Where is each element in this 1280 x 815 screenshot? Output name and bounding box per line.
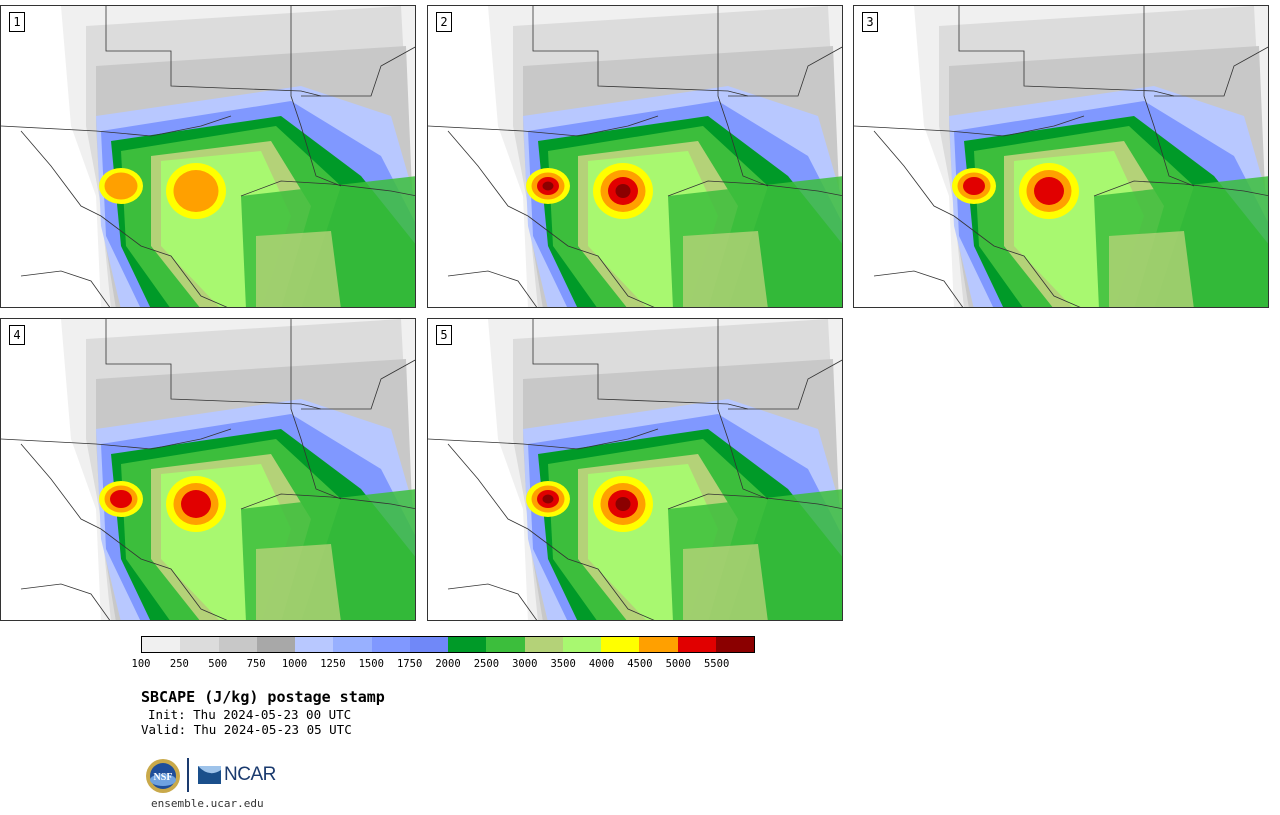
site-url: ensemble.ucar.edu	[151, 797, 264, 810]
valid-time: Valid: Thu 2024-05-23 05 UTC	[141, 722, 352, 737]
colorbar-tick-label: 5000	[665, 658, 691, 670]
colorbar-swatch	[715, 637, 754, 652]
postage-stamp-panel-2: 2	[427, 5, 843, 308]
panel-number: 2	[436, 12, 452, 32]
cape-map	[428, 6, 842, 307]
colorbar-tick-label: 250	[169, 658, 189, 670]
colorbar-swatch	[524, 637, 563, 652]
colorbar-tick-label: 2500	[473, 658, 500, 670]
nsf-logo-icon: NSF	[146, 759, 180, 793]
product-title: SBCAPE (J/kg) postage stamp	[141, 688, 385, 706]
postage-stamp-panel-5: 5	[427, 318, 843, 621]
panel-number: 5	[436, 325, 452, 345]
init-time: Init: Thu 2024-05-23 00 UTC	[148, 707, 352, 722]
colorbar-swatch	[448, 637, 487, 652]
colorbar-tick-label: 1500	[358, 658, 384, 670]
postage-stamp-panel-4: 4	[0, 318, 416, 621]
colorbar-tick-label: 4500	[627, 658, 653, 670]
ncar-logo-icon	[198, 766, 221, 784]
colorbar-tick-label: 4000	[588, 658, 615, 670]
postage-stamp-panel-3: 3	[853, 5, 1269, 308]
colorbar-swatch	[677, 637, 716, 652]
cape-map	[854, 6, 1268, 307]
cape-map	[428, 319, 842, 620]
svg-text:NSF: NSF	[154, 772, 173, 783]
logo-divider	[187, 758, 189, 792]
colorbar-labels: 100 250 500 750 1000 1250 1500 1750 2000 2500 3000…	[132, 658, 755, 672]
postage-stamp-panel-1: 1	[0, 5, 416, 308]
colorbar-swatch	[218, 637, 257, 652]
colorbar-swatch	[601, 637, 640, 652]
colorbar-swatch	[486, 637, 525, 652]
colorbar-swatch	[180, 637, 219, 652]
colorbar-tick-label: 5500	[703, 658, 730, 670]
panel-number: 3	[862, 12, 878, 32]
colorbar-swatch	[142, 637, 181, 652]
panel-number: 4	[9, 325, 25, 345]
colorbar-tick-label: 1250	[320, 658, 346, 670]
colorbar-swatch	[639, 637, 678, 652]
colorbar-tick-label: 3500	[550, 658, 576, 670]
colorbar-tick-label: 1750	[396, 658, 423, 670]
colorbar-tick-label: 3000	[512, 658, 538, 670]
ncar-wordmark: NCAR	[224, 764, 276, 785]
colorbar-tick-label: 2000	[435, 658, 461, 670]
colorbar-swatch	[562, 637, 601, 652]
colorbar-swatch	[333, 637, 372, 652]
cape-map	[1, 319, 415, 620]
colorbar-tick-label: 100	[131, 658, 151, 670]
colorbar	[141, 636, 755, 653]
colorbar-swatch	[256, 637, 295, 652]
panel-number: 1	[9, 12, 25, 32]
colorbar-tick-label: 500	[208, 658, 228, 670]
colorbar-swatch	[295, 637, 334, 652]
colorbar-swatch	[371, 637, 410, 652]
cape-map	[1, 6, 415, 307]
colorbar-swatch	[409, 637, 448, 652]
colorbar-tick-label: 1000	[281, 658, 308, 670]
colorbar-tick-label: 750	[246, 658, 266, 670]
